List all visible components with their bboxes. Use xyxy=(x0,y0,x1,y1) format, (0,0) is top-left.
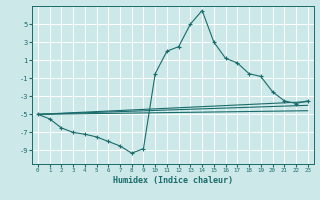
X-axis label: Humidex (Indice chaleur): Humidex (Indice chaleur) xyxy=(113,176,233,185)
